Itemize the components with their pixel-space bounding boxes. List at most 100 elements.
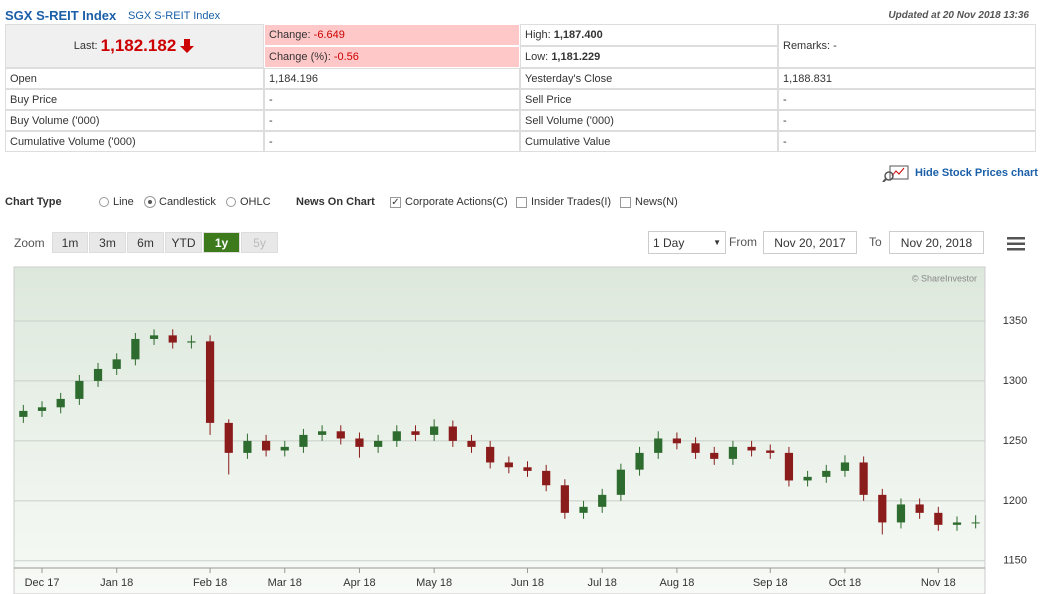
- candle-body: [149, 335, 159, 339]
- chart-icon[interactable]: [882, 164, 910, 185]
- option-label: Line: [113, 196, 134, 208]
- candle-body: [336, 431, 345, 439]
- news-news[interactable]: News(N): [620, 196, 678, 208]
- to-label: To: [869, 235, 882, 249]
- y-tick-label: 1200: [1003, 495, 1027, 507]
- candle-body: [803, 476, 812, 481]
- candle-body: [542, 470, 551, 486]
- candle-body: [579, 506, 588, 513]
- candle-body: [691, 443, 700, 453]
- zoom-button[interactable]: 1m: [52, 232, 88, 253]
- zoom-button[interactable]: 3m: [89, 232, 126, 253]
- candle-body: [840, 462, 850, 471]
- interval-select[interactable]: 1 Day ▼: [648, 231, 726, 254]
- change-value: -6.649: [313, 29, 345, 41]
- candle-body: [261, 440, 271, 451]
- table-cell: -: [778, 110, 1036, 131]
- change-pct-value: -0.56: [333, 51, 359, 63]
- candle-body: [896, 504, 906, 523]
- candle-body: [859, 462, 868, 495]
- table-cell: Cumulative Value: [520, 131, 778, 152]
- interval-value: 1 Day: [653, 235, 685, 250]
- candle-body: [747, 446, 756, 451]
- table-cell: 1,188.831: [778, 68, 1036, 89]
- option-label: News(N): [635, 196, 678, 208]
- candle-body: [131, 338, 140, 360]
- candle-body: [75, 380, 84, 399]
- high-cell: High: 1,187.400: [520, 24, 778, 46]
- low-cell: Low: 1,181.229: [520, 46, 778, 68]
- last-cell: Last: 1,182.182: [5, 24, 264, 68]
- candle-body: [168, 335, 177, 343]
- candle-body: [243, 440, 252, 453]
- candle-body: [654, 438, 663, 453]
- candle-body: [224, 422, 233, 453]
- table-cell: -: [264, 89, 520, 110]
- chart-type-ohlc[interactable]: OHLC: [226, 196, 271, 208]
- zoom-button[interactable]: YTD: [165, 232, 202, 253]
- chart-type-line[interactable]: Line: [99, 196, 134, 208]
- table-cell: Buy Price: [5, 89, 264, 110]
- hide-chart-link[interactable]: Hide Stock Prices chart: [915, 167, 1038, 179]
- change-pct-cell: Change (%): -0.56: [264, 46, 520, 68]
- candle-body: [598, 494, 607, 507]
- chart-type-label: Chart Type: [5, 196, 62, 208]
- candle-body: [448, 426, 457, 441]
- x-tick-label: Jun 18: [511, 577, 544, 589]
- zoom-button[interactable]: 6m: [127, 232, 164, 253]
- candle-body: [766, 450, 775, 453]
- option-label: Insider Trades(I): [531, 196, 612, 208]
- x-tick-label: Mar 18: [268, 577, 302, 589]
- candle-body: [952, 522, 962, 525]
- candle-body: [971, 522, 980, 524]
- news-corporate[interactable]: ✓ Corporate Actions(C): [390, 196, 508, 208]
- x-tick-label: Nov 18: [921, 577, 956, 589]
- option-label: Corporate Actions(C): [405, 196, 508, 208]
- option-label: Candlestick: [159, 196, 216, 208]
- candle-body: [392, 431, 401, 441]
- y-tick-label: 1250: [1003, 435, 1027, 447]
- candle-body: [878, 494, 887, 523]
- candle-body: [374, 440, 383, 447]
- high-label: High:: [525, 29, 551, 41]
- zoom-button-disabled: 5y: [241, 232, 278, 253]
- candle-body: [635, 452, 644, 470]
- x-tick-label: May 18: [416, 577, 452, 589]
- candle-body: [560, 485, 569, 513]
- candle-body: [299, 434, 308, 447]
- x-tick-label: Jul 18: [588, 577, 617, 589]
- candle-body: [93, 368, 103, 381]
- news-insider[interactable]: Insider Trades(I): [516, 196, 611, 208]
- candle-body: [728, 446, 738, 459]
- candle-body: [934, 512, 943, 525]
- from-label: From: [729, 235, 757, 249]
- menu-button[interactable]: [1007, 237, 1025, 254]
- candle-body: [112, 359, 121, 369]
- to-input[interactable]: Nov 20, 2018: [889, 231, 984, 254]
- table-cell: 1,184.196: [264, 68, 520, 89]
- candle-body: [355, 438, 364, 447]
- table-cell: Buy Volume ('000): [5, 110, 264, 131]
- table-cell: Sell Price: [520, 89, 778, 110]
- table-cell: -: [778, 89, 1036, 110]
- candle-body: [616, 469, 625, 495]
- high-value: 1,187.400: [553, 29, 603, 41]
- chart: © ShareInvestor 1150 1200 1250 1300 1350 Dec …: [13, 266, 1027, 594]
- candle-body: [430, 426, 439, 435]
- candle-body: [411, 431, 420, 435]
- candle-body: [280, 446, 289, 451]
- candle-body: [486, 446, 495, 463]
- x-tick-label: Apr 18: [343, 577, 375, 589]
- last-label: Last:: [73, 40, 98, 52]
- table-cell: -: [778, 131, 1036, 152]
- y-tick-label: 1150: [1003, 555, 1027, 567]
- candle-body: [187, 341, 196, 343]
- candle-body: [915, 504, 924, 513]
- from-input[interactable]: Nov 20, 2017: [763, 231, 857, 254]
- zoom-button-active[interactable]: 1y: [203, 232, 240, 253]
- updated: Updated at 20 Nov 2018 13:36: [888, 10, 1029, 21]
- chart-type-candlestick[interactable]: Candlestick: [145, 196, 216, 208]
- candle-body: [317, 431, 327, 435]
- x-tick-label: Feb 18: [193, 577, 227, 589]
